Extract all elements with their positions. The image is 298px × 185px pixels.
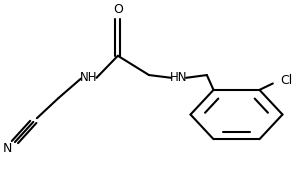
Text: N: N xyxy=(3,142,12,155)
Text: O: O xyxy=(113,3,123,16)
Text: Cl: Cl xyxy=(280,74,293,87)
Text: HN: HN xyxy=(170,71,187,84)
Text: NH: NH xyxy=(80,71,97,84)
